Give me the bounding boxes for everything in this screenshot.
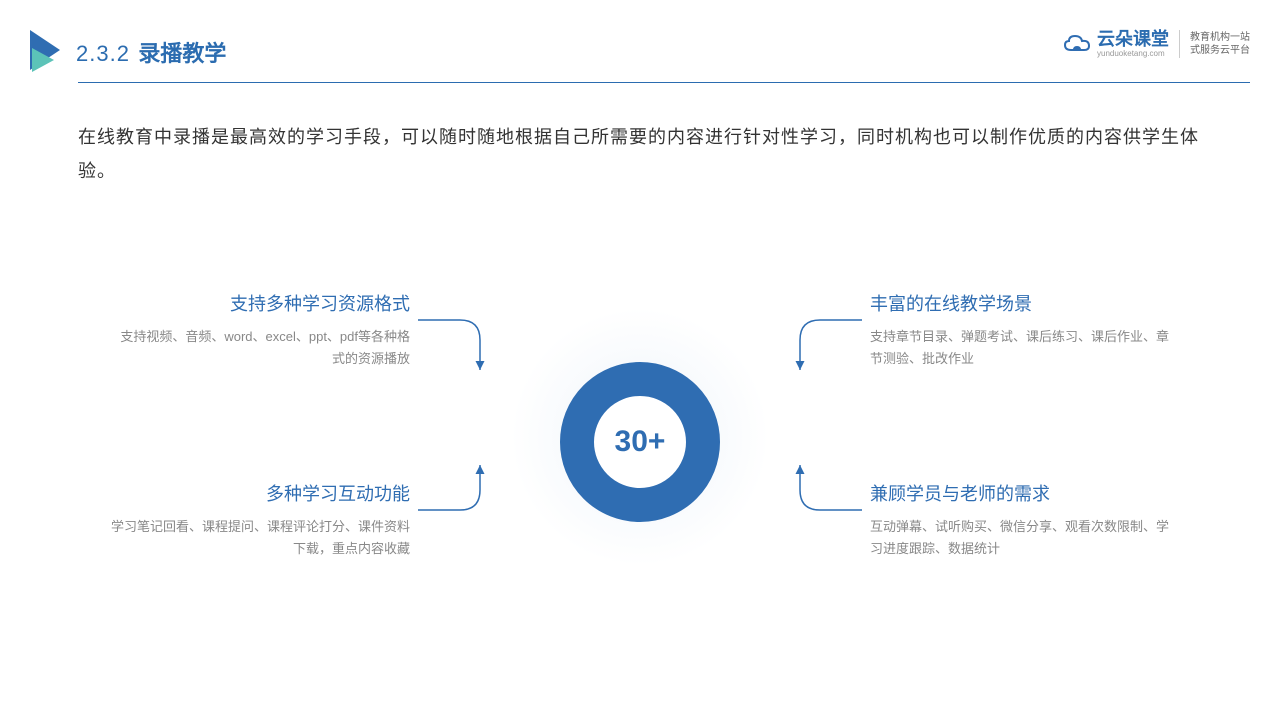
feature-bottom-right: 兼顾学员与老师的需求 互动弹幕、试听购买、微信分享、观看次数限制、学习进度跟踪、… bbox=[870, 480, 1170, 560]
logo-divider bbox=[1179, 30, 1180, 58]
section-number: 2.3.2 bbox=[76, 41, 130, 66]
logo-tagline-2: 式服务云平台 bbox=[1190, 44, 1250, 57]
cloud-icon bbox=[1063, 34, 1091, 54]
logo-name: 云朵课堂 bbox=[1097, 30, 1169, 50]
feature-desc: 互动弹幕、试听购买、微信分享、观看次数限制、学习进度跟踪、数据统计 bbox=[870, 516, 1170, 560]
feature-top-left: 支持多种学习资源格式 支持视频、音频、word、excel、ppt、pdf等各种… bbox=[110, 290, 410, 370]
play-icon bbox=[30, 30, 64, 74]
title-underline bbox=[78, 82, 1250, 83]
section-title: 录播教学 bbox=[138, 41, 226, 66]
logo-tagline: 教育机构一站 式服务云平台 bbox=[1190, 31, 1250, 57]
feature-desc: 支持视频、音频、word、excel、ppt、pdf等各种格式的资源播放 bbox=[110, 326, 410, 370]
feature-title: 支持多种学习资源格式 bbox=[110, 290, 410, 316]
intro-paragraph: 在线教育中录播是最高效的学习手段，可以随时随地根据自己所需要的内容进行针对性学习… bbox=[78, 120, 1202, 188]
feature-desc: 学习笔记回看、课程提问、课程评论打分、课件资料下载，重点内容收藏 bbox=[110, 516, 410, 560]
slide-header: 2.3.2 录播教学 云朵课堂 yunduoketang.com 教育机构一站 … bbox=[30, 30, 1250, 74]
feature-title: 丰富的在线教学场景 bbox=[870, 290, 1170, 316]
title-block: 2.3.2 录播教学 bbox=[30, 30, 226, 74]
feature-title: 兼顾学员与老师的需求 bbox=[870, 480, 1170, 506]
brand-logo: 云朵课堂 yunduoketang.com 教育机构一站 式服务云平台 bbox=[1063, 30, 1250, 59]
logo-mark: 云朵课堂 yunduoketang.com bbox=[1063, 30, 1169, 59]
feature-desc: 支持章节目录、弹题考试、课后练习、课后作业、章节测验、批改作业 bbox=[870, 326, 1170, 370]
logo-domain: yunduoketang.com bbox=[1097, 50, 1169, 59]
feature-top-right: 丰富的在线教学场景 支持章节目录、弹题考试、课后练习、课后作业、章节测验、批改作… bbox=[870, 290, 1170, 370]
logo-tagline-1: 教育机构一站 bbox=[1190, 31, 1250, 44]
section-heading: 2.3.2 录播教学 bbox=[76, 36, 226, 68]
feature-diagram: 30+ 支持多种学习资源格式 支持视频、音频、word、excel、ppt、pd… bbox=[0, 250, 1280, 650]
feature-title: 多种学习互动功能 bbox=[110, 480, 410, 506]
feature-bottom-left: 多种学习互动功能 学习笔记回看、课程提问、课程评论打分、课件资料下载，重点内容收… bbox=[110, 480, 410, 560]
